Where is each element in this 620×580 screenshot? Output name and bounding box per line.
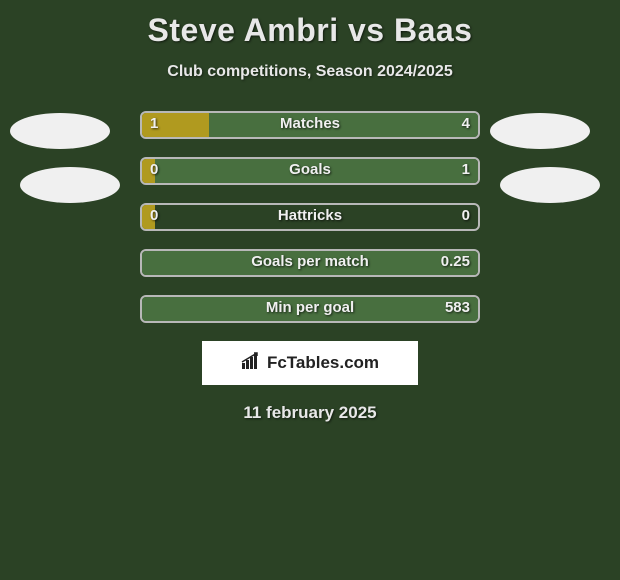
chart-icon (241, 352, 263, 375)
stat-label: Matches (140, 111, 480, 139)
logo-box: FcTables.com (202, 341, 418, 385)
logo: FcTables.com (241, 352, 379, 375)
stat-row: 583Min per goal (140, 295, 480, 323)
stats-chart: 14Matches 01Goals 00Hattricks 0.25Goals per… (0, 111, 620, 423)
stat-label: Goals (140, 157, 480, 185)
stat-row: 00Hattricks (140, 203, 480, 231)
avatar-left-1 (10, 113, 110, 149)
stat-label: Goals per match (140, 249, 480, 277)
stat-row: 14Matches (140, 111, 480, 139)
date-label: 11 february 2025 (0, 403, 620, 423)
page-title: Steve Ambri vs Baas (0, 0, 620, 49)
avatar-left-2 (20, 167, 120, 203)
stat-row: 0.25Goals per match (140, 249, 480, 277)
logo-text: FcTables.com (267, 353, 379, 373)
avatar-right-2 (500, 167, 600, 203)
avatar-right-1 (490, 113, 590, 149)
stat-label: Hattricks (140, 203, 480, 231)
stat-label: Min per goal (140, 295, 480, 323)
stat-row: 01Goals (140, 157, 480, 185)
subtitle: Club competitions, Season 2024/2025 (0, 63, 620, 81)
